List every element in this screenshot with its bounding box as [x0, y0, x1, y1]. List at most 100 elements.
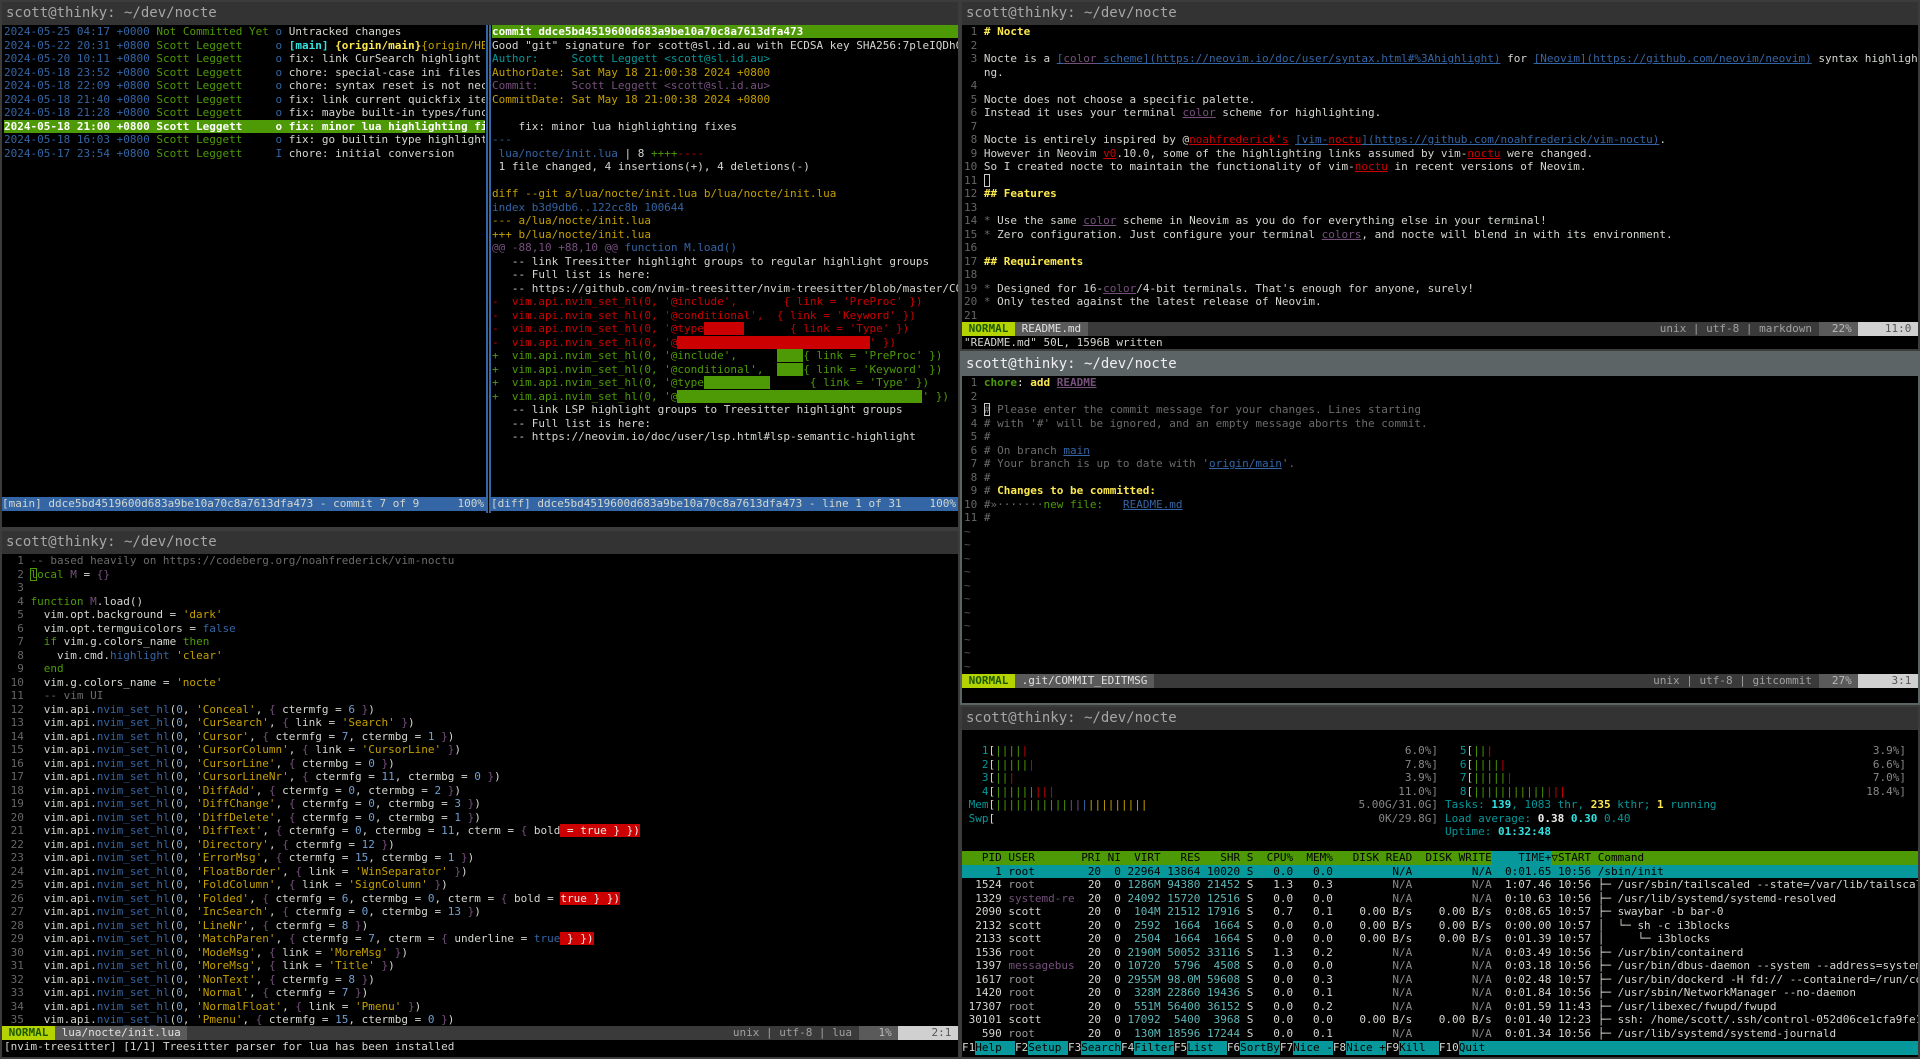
- column-header[interactable]: VIRT: [1134, 851, 1161, 864]
- markdown-line[interactable]: 16: [964, 241, 1918, 255]
- function-key-label-nice-[interactable]: Nice -: [1293, 1041, 1333, 1054]
- column-header[interactable]: CPU%: [1266, 851, 1294, 864]
- editor-buffer[interactable]: 1 -- based heavily on https://codeberg.or…: [4, 554, 958, 1027]
- diff-line[interactable]: commit ddce5bd4519600d683a9be10a70c8a761…: [492, 25, 958, 39]
- process-row[interactable]: 17307 root 20 0 551M 56400 36152 S 0.0 0.2 N/A N/A 0…: [962, 1000, 1918, 1014]
- function-key-label-sortby[interactable]: SortBy: [1240, 1041, 1280, 1054]
- commit-row[interactable]: 2024-05-25 04:17 +0000 Not Committed Yet…: [4, 25, 485, 39]
- column-header[interactable]: Command: [1597, 851, 1645, 864]
- code-line[interactable]: 19 vim.api.nvim_set_hl(0, 'DiffChange', …: [4, 797, 958, 811]
- markdown-line[interactable]: 10 So I created nocte to maintain the fun…: [964, 160, 1918, 174]
- diff-line[interactable]: + vim.api.nvim_set_hl(0, '@function.buil…: [492, 389, 958, 404]
- diff-line[interactable]: -- link Treesitter highlight groups to r…: [492, 255, 958, 269]
- process-row[interactable]: 30101 scott 20 0 17092 5400 3968 S 0.0 0.0 0.00 B/…: [962, 1013, 1918, 1027]
- markdown-line[interactable]: 2: [964, 39, 1918, 53]
- function-key[interactable]: F8: [1332, 1041, 1347, 1055]
- function-key-label-list[interactable]: List: [1187, 1041, 1214, 1054]
- diff-line[interactable]: index b3d9db6..122cc8b 100644: [492, 201, 958, 215]
- process-row[interactable]: 2133 scott 20 0 2504 1664 1664 S 0.0 0.0 0.00 B/s 0…: [962, 932, 1918, 946]
- markdown-line[interactable]: 3 Nocte is a [color scheme](https://neovi…: [964, 52, 1918, 66]
- column-header[interactable]: TIME+: [1491, 851, 1552, 865]
- diff-line[interactable]: CommitDate: Sat May 18 21:00:38 2024 +08…: [492, 93, 958, 107]
- code-line[interactable]: 9 end: [4, 662, 958, 676]
- commit-msg-line[interactable]: 7 # Your branch is up to date with 'origi…: [964, 457, 1918, 471]
- markdown-line[interactable]: 18: [964, 268, 1918, 282]
- commit-row[interactable]: 2024-05-18 21:00 +0800 Scott Leggett o f…: [4, 119, 485, 134]
- commit-row[interactable]: 2024-05-20 10:11 +0800 Scott Leggett o f…: [4, 52, 485, 66]
- code-line[interactable]: 8 vim.cmd.highlight 'clear': [4, 649, 958, 663]
- markdown-line[interactable]: ng.: [964, 66, 1918, 80]
- code-line[interactable]: 33 vim.api.nvim_set_hl(0, 'Normal', { ct…: [4, 986, 958, 1000]
- process-row[interactable]: 590 root 20 0 130M 18596 17244 S 0.0 0.1 N/A N/A 0:0…: [962, 1027, 1918, 1041]
- markdown-line[interactable]: 14 * Use the same color scheme in Neovim …: [964, 214, 1918, 228]
- markdown-line[interactable]: 1 # Nocte: [964, 25, 1918, 39]
- code-line[interactable]: 15 vim.api.nvim_set_hl(0, 'CursorColumn'…: [4, 743, 958, 757]
- column-header[interactable]: PID: [981, 851, 1002, 864]
- function-key[interactable]: F7: [1279, 1041, 1294, 1055]
- code-line[interactable]: 7 if vim.g.colors_name then: [4, 635, 958, 649]
- function-key[interactable]: F3: [1067, 1041, 1082, 1055]
- code-line[interactable]: 2 local M = {}: [4, 567, 958, 582]
- code-line[interactable]: 12 vim.api.nvim_set_hl(0, 'Conceal', { c…: [4, 703, 958, 717]
- editor-buffer[interactable]: 1 chore: add README 2 3 # Please enter the c…: [964, 376, 1918, 674]
- commit-row[interactable]: 2024-05-18 21:28 +0800 Scott Leggett o f…: [4, 106, 485, 120]
- function-key[interactable]: F10: [1438, 1041, 1459, 1055]
- code-line[interactable]: 20 vim.api.nvim_set_hl(0, 'DiffDelete', …: [4, 811, 958, 825]
- code-line[interactable]: 10 vim.g.colors_name = 'nocte': [4, 676, 958, 690]
- markdown-line[interactable]: 20 * Only tested against the latest relea…: [964, 295, 1918, 309]
- commit-row[interactable]: 2024-05-18 22:09 +0800 Scott Leggett o c…: [4, 79, 485, 93]
- commit-msg-line[interactable]: 10 #»·······new file: README.md: [964, 498, 1918, 512]
- diff-line[interactable]: - vim.api.nvim_set_hl(0, '@type.builtin'…: [492, 335, 958, 350]
- commit-msg-line[interactable]: 1 chore: add README: [964, 376, 1918, 390]
- function-key[interactable]: F5: [1173, 1041, 1188, 1055]
- markdown-line[interactable]: 9 However in Neovim v0.10.0, some of the …: [964, 147, 1918, 161]
- column-header[interactable]: SHR: [1220, 851, 1241, 864]
- diff-line[interactable]: -- Full list is here:: [492, 417, 958, 431]
- markdown-line[interactable]: 19 * Designed for 16-color/4-bit terminal…: [964, 282, 1918, 296]
- code-line[interactable]: 16 vim.api.nvim_set_hl(0, 'CursorLine', …: [4, 757, 958, 771]
- diff-line[interactable]: Commit: Scott Leggett <scott@sl.id.au>: [492, 79, 958, 93]
- diff-line[interactable]: lua/nocte/init.lua | 8 ++++----: [492, 147, 958, 161]
- diff-line[interactable]: + vim.api.nvim_set_hl(0, '@conditional',…: [492, 362, 958, 377]
- process-row[interactable]: 1397 messagebus 20 0 10720 5796 4508 S 0.0 0.0 N/A…: [962, 959, 1918, 973]
- function-key-label-help[interactable]: Help: [975, 1041, 1002, 1054]
- code-line[interactable]: 34 vim.api.nvim_set_hl(0, 'NormalFloat',…: [4, 1000, 958, 1014]
- code-line[interactable]: 24 vim.api.nvim_set_hl(0, 'FloatBorder',…: [4, 865, 958, 879]
- commit-msg-line[interactable]: 5 #: [964, 430, 1918, 444]
- diff-line[interactable]: + vim.api.nvim_set_hl(0, '@type.builtin'…: [492, 376, 958, 390]
- code-line[interactable]: 6 vim.opt.termguicolors = false: [4, 622, 958, 636]
- pane-divider[interactable]: [486, 25, 491, 513]
- code-line[interactable]: 13 vim.api.nvim_set_hl(0, 'CurSearch', {…: [4, 716, 958, 730]
- function-key[interactable]: F2: [1014, 1041, 1029, 1055]
- commit-row[interactable]: 2024-05-18 16:03 +0800 Scott Leggett o f…: [4, 133, 485, 147]
- diff-line[interactable]: -- https://github.com/nvim-treesitter/nv…: [492, 282, 958, 296]
- tig-log-list[interactable]: 2024-05-25 04:17 +0000 Not Committed Yet…: [4, 25, 485, 495]
- commit-row[interactable]: 2024-05-18 23:52 +0800 Scott Leggett o c…: [4, 66, 485, 80]
- diff-line[interactable]: [492, 106, 958, 120]
- process-row[interactable]: 1 root 20 0 22964 13864 10020 S 0.0 0.0 N/A N/A 0:01…: [962, 864, 1918, 878]
- column-header[interactable]: USER: [1008, 851, 1035, 864]
- tig-diff-view[interactable]: commit ddce5bd4519600d683a9be10a70c8a761…: [492, 25, 958, 495]
- code-line[interactable]: 25 vim.api.nvim_set_hl(0, 'FoldColumn', …: [4, 878, 958, 892]
- process-row[interactable]: 1524 root 20 0 1286M 94380 21452 S 1.3 0.3 N/A N/A 1…: [962, 878, 1918, 892]
- diff-line[interactable]: --- a/lua/nocte/init.lua: [492, 214, 958, 228]
- column-header[interactable]: DISK WRITE: [1425, 851, 1492, 864]
- diff-line[interactable]: - vim.api.nvim_set_hl(0, '@type', { link…: [492, 322, 958, 336]
- code-line[interactable]: 21 vim.api.nvim_set_hl(0, 'DiffText', { …: [4, 824, 958, 838]
- code-line[interactable]: 28 vim.api.nvim_set_hl(0, 'LineNr', { ct…: [4, 919, 958, 933]
- markdown-line[interactable]: 5 Nocte does not choose a specific palett…: [964, 93, 1918, 107]
- process-table[interactable]: PID USER PRI NI VIRT RES SHR S CPU% MEM% DISK READ…: [962, 851, 1918, 1041]
- function-key-label-setup[interactable]: Setup: [1028, 1041, 1062, 1054]
- code-line[interactable]: 35 vim.api.nvim_set_hl(0, 'Pmenu', { cte…: [4, 1013, 958, 1027]
- process-row[interactable]: 1536 root 20 0 2190M 50052 33116 S 1.3 0.2 N/A N/A 0…: [962, 946, 1918, 960]
- commit-msg-line[interactable]: 9 # Changes to be committed:: [964, 484, 1918, 498]
- diff-line[interactable]: Author: Scott Leggett <scott@sl.id.au>: [492, 52, 958, 66]
- diff-line[interactable]: +++ b/lua/nocte/init.lua: [492, 228, 958, 242]
- markdown-line[interactable]: 21: [964, 309, 1918, 323]
- column-header[interactable]: MEM%: [1306, 851, 1333, 864]
- commit-msg-line[interactable]: 6 # On branch main: [964, 444, 1918, 458]
- code-line[interactable]: 29 vim.api.nvim_set_hl(0, 'MatchParen', …: [4, 932, 958, 946]
- markdown-line[interactable]: 11: [964, 173, 1918, 188]
- commit-row[interactable]: 2024-05-22 20:31 +0800 Scott Leggett o […: [4, 39, 485, 53]
- commit-msg-line[interactable]: 11 #: [964, 511, 1918, 525]
